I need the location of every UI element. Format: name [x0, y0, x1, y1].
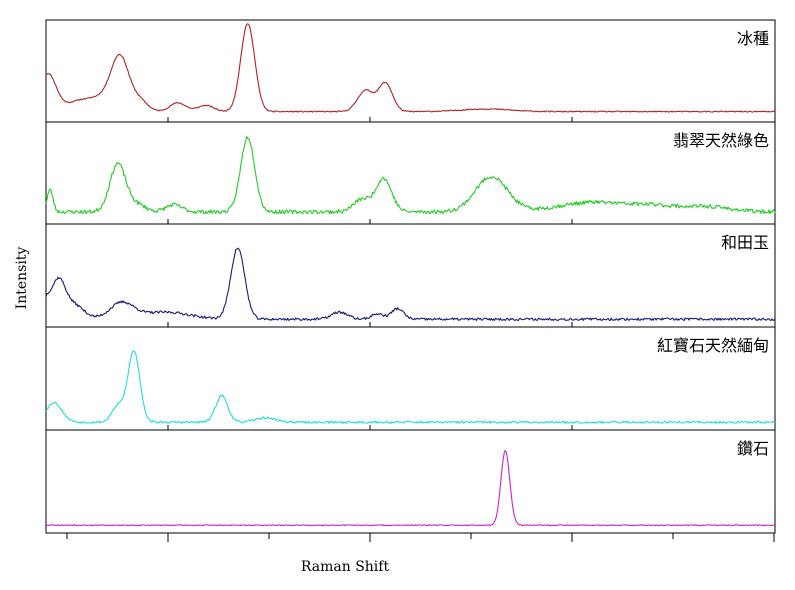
spectrum-line-1 — [45, 23, 776, 113]
panel-frame — [45, 19, 776, 123]
panel-label-5: 鑽石 — [737, 439, 769, 458]
y-axis-label: Intensity — [14, 247, 30, 310]
panel-frame — [45, 121, 776, 225]
panel-label-4: 紅寶石天然緬甸 — [657, 336, 769, 355]
x-axis-label: Raman Shift — [301, 559, 390, 575]
spectrum-line-3 — [45, 247, 776, 321]
panel-label-1: 冰種 — [737, 29, 769, 48]
spectrum-line-2 — [45, 135, 776, 215]
spectrum-line-4 — [45, 350, 776, 424]
panel-label-2: 翡翠天然綠色 — [673, 131, 769, 150]
spectrum-line-5 — [45, 450, 776, 527]
panel-frame — [45, 429, 776, 534]
panel-label-3: 和田玉 — [721, 233, 769, 252]
